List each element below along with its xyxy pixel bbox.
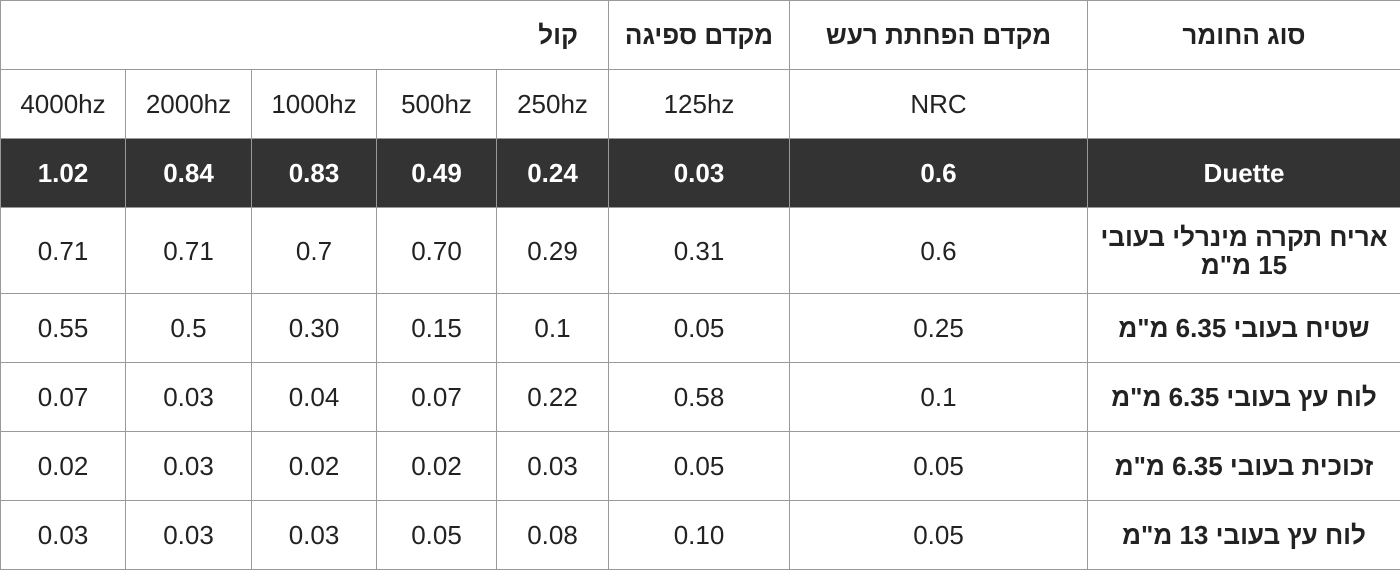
header-cell: קול — [0, 0, 609, 70]
value-cell: 0.84 — [125, 138, 252, 208]
header-cell: מקדם ספיגה — [608, 0, 790, 70]
value-cell: 0.10 — [608, 500, 790, 570]
value-cell: 0.30 — [251, 293, 377, 363]
value-cell: 0.29 — [496, 207, 609, 294]
value-cell: 0.05 — [608, 293, 790, 363]
value-cell: 0.07 — [376, 362, 497, 432]
subheader-cell: 1000hz — [251, 69, 377, 139]
data-row: זכוכית בעובי 6.35 מ"מ 0.05 0.05 0.03 0.02 0.0… — [0, 431, 1400, 501]
data-row: לוח עץ בעובי 6.35 מ"מ 0.1 0.58 0.22 0.07 0.04… — [0, 362, 1400, 432]
data-row: אריח תקרה מינרלי בעובי 15 מ"מ 0.6 0.31 0.29… — [0, 207, 1400, 294]
material-cell: לוח עץ בעובי 13 מ"מ — [1087, 500, 1400, 570]
value-cell: 0.03 — [0, 500, 126, 570]
subheader-cell — [1087, 69, 1400, 139]
value-cell: 0.03 — [251, 500, 377, 570]
subheader-cell: NRC — [789, 69, 1088, 139]
subheader-cell: 125hz — [608, 69, 790, 139]
header-row: סוג החומר מקדם הפחתת רעש מקדם ספיגה קול — [0, 0, 1400, 70]
material-cell: זכוכית בעובי 6.35 מ"מ — [1087, 431, 1400, 501]
subheader-cell: 500hz — [376, 69, 497, 139]
material-cell: שטיח בעובי 6.35 מ"מ — [1087, 293, 1400, 363]
value-cell: 0.03 — [125, 362, 252, 432]
value-cell: 0.03 — [608, 138, 790, 208]
value-cell: 0.05 — [608, 431, 790, 501]
value-cell: 0.04 — [251, 362, 377, 432]
value-cell: 0.31 — [608, 207, 790, 294]
value-cell: 0.70 — [376, 207, 497, 294]
data-row: לוח עץ בעובי 13 מ"מ 0.05 0.10 0.08 0.05 0.03 0… — [0, 500, 1400, 570]
value-cell: 0.25 — [789, 293, 1088, 363]
data-row: שטיח בעובי 6.35 מ"מ 0.25 0.05 0.1 0.15 0.30 0.… — [0, 293, 1400, 363]
value-cell: 0.05 — [376, 500, 497, 570]
value-cell: 0.15 — [376, 293, 497, 363]
value-cell: 0.02 — [251, 431, 377, 501]
value-cell: 0.49 — [376, 138, 497, 208]
value-cell: 0.02 — [376, 431, 497, 501]
data-row: Duette 0.6 0.03 0.24 0.49 0.83 0.84 1.02 — [0, 138, 1400, 208]
value-cell: 0.71 — [0, 207, 126, 294]
value-cell: 0.58 — [608, 362, 790, 432]
material-cell: אריח תקרה מינרלי בעובי 15 מ"מ — [1087, 207, 1400, 294]
value-cell: 0.08 — [496, 500, 609, 570]
value-cell: 0.03 — [496, 431, 609, 501]
subheader-row: NRC 125hz 250hz 500hz 1000hz 2000hz 4000hz — [0, 69, 1400, 139]
value-cell: 0.24 — [496, 138, 609, 208]
value-cell: 0.22 — [496, 362, 609, 432]
subheader-cell: 250hz — [496, 69, 609, 139]
value-cell: 0.6 — [789, 138, 1088, 208]
value-cell: 0.5 — [125, 293, 252, 363]
subheader-cell: 4000hz — [0, 69, 126, 139]
value-cell: 0.02 — [0, 431, 126, 501]
value-cell: 0.05 — [789, 431, 1088, 501]
value-cell: 0.1 — [496, 293, 609, 363]
material-cell: Duette — [1087, 138, 1400, 208]
value-cell: 0.7 — [251, 207, 377, 294]
value-cell: 0.03 — [125, 431, 252, 501]
value-cell: 0.83 — [251, 138, 377, 208]
subheader-cell: 2000hz — [125, 69, 252, 139]
header-cell: סוג החומר — [1087, 0, 1400, 70]
value-cell: 0.6 — [789, 207, 1088, 294]
value-cell: 1.02 — [0, 138, 126, 208]
value-cell: 0.55 — [0, 293, 126, 363]
value-cell: 0.07 — [0, 362, 126, 432]
value-cell: 0.1 — [789, 362, 1088, 432]
value-cell: 0.71 — [125, 207, 252, 294]
value-cell: 0.05 — [789, 500, 1088, 570]
header-cell: מקדם הפחתת רעש — [789, 0, 1088, 70]
material-cell: לוח עץ בעובי 6.35 מ"מ — [1087, 362, 1400, 432]
value-cell: 0.03 — [125, 500, 252, 570]
